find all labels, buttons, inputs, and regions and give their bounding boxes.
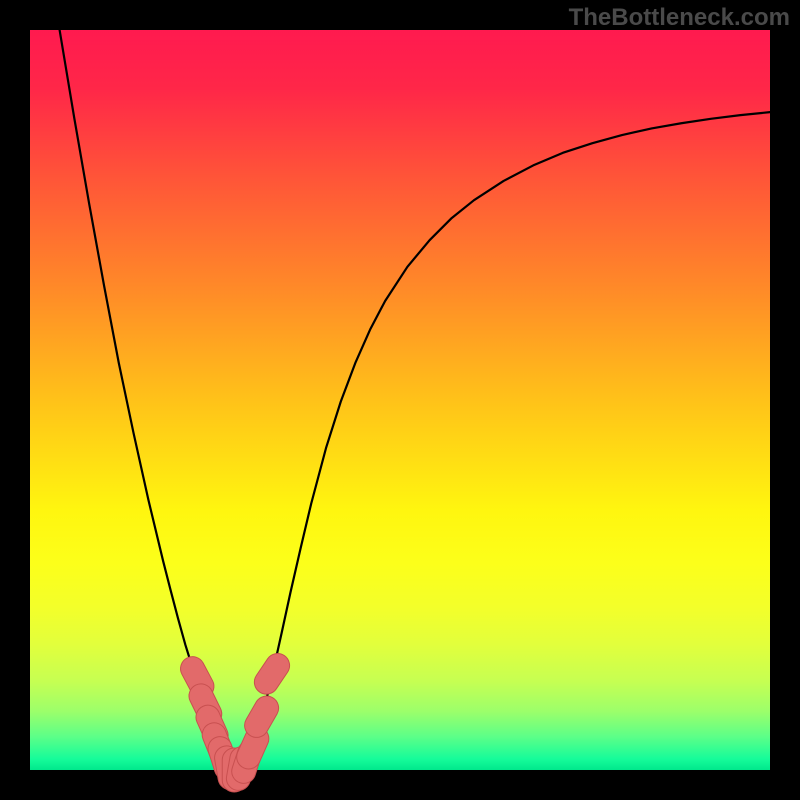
watermark-text: TheBottleneck.com (569, 4, 790, 32)
plot-background (30, 30, 770, 770)
chart-svg (0, 0, 800, 800)
chart-frame: TheBottleneck.com (0, 0, 800, 800)
